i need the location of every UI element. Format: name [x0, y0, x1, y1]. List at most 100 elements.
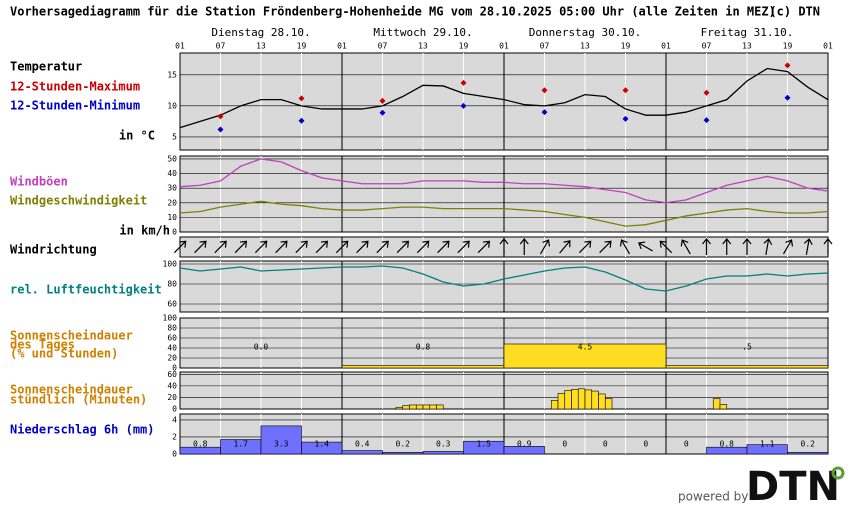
hour-label: 19	[297, 42, 307, 51]
sun-hour-bar	[429, 404, 437, 410]
min-marker	[217, 126, 224, 133]
y-tick-label: 40	[167, 344, 177, 353]
wind-arrow	[295, 240, 308, 254]
wind-arrow	[214, 240, 227, 254]
precip-label: 0.2	[396, 440, 411, 449]
day-label: Donnerstag 30.10.	[529, 26, 642, 39]
wind-arrow	[376, 240, 389, 254]
precip-bar	[422, 451, 464, 455]
wind-arrow	[275, 240, 288, 254]
sun-hour-bar	[577, 388, 586, 410]
y-tick-label: 4	[172, 415, 177, 424]
hour-label: 01	[823, 42, 833, 51]
wind-arrow	[578, 240, 592, 254]
max-marker	[622, 87, 629, 94]
wind-arrow	[763, 238, 773, 255]
y-tick-label: 60	[167, 370, 177, 379]
y-tick-label: 5	[172, 132, 177, 141]
precip-label: 3.3	[274, 440, 289, 449]
precip-label: 0.8	[720, 440, 735, 449]
sun-hour-bar	[557, 393, 566, 410]
sunh-label: Sonnenscheindauer	[10, 383, 133, 397]
y-tick-label: 20	[167, 198, 177, 207]
speed-label: Windgeschwindigkeit	[10, 194, 147, 208]
logo-dot	[831, 466, 845, 480]
wind-arrow	[659, 240, 673, 254]
sun-hour-bar	[550, 400, 559, 410]
wind-arrow	[194, 240, 207, 254]
y-tick-label: 60	[167, 300, 177, 309]
y-tick-label: 0	[172, 405, 177, 414]
wind-arrow	[680, 239, 691, 255]
hour-label: 01	[175, 42, 185, 51]
hour-label: 01	[337, 42, 347, 51]
max-marker	[379, 97, 386, 104]
min-marker	[460, 102, 467, 109]
y-tick-label: 15	[167, 70, 177, 79]
wind-arrow	[315, 240, 329, 254]
wind-arrow	[742, 238, 752, 255]
wind-arrow	[637, 241, 653, 252]
max-marker	[460, 79, 467, 86]
precip-label: 0.8	[193, 440, 208, 449]
wind-arrow	[335, 240, 349, 254]
precip-label: 0.4	[355, 440, 370, 449]
precip-label: 0.3	[436, 440, 451, 449]
copyright: (c) DTN	[769, 5, 820, 19]
wind-arrow	[396, 240, 410, 254]
min-label: 12-Stunden-Minimum	[10, 99, 140, 113]
wind-unit: in km/h	[119, 224, 170, 238]
y-tick-label: 80	[167, 280, 177, 289]
sun-hour-bar	[564, 390, 572, 410]
sun-hour-bar	[402, 405, 410, 410]
sun-day-bar	[665, 365, 829, 369]
sun-hour-bar	[395, 406, 404, 410]
wind-arrow	[477, 240, 491, 254]
wind-line	[179, 158, 829, 204]
precip-label: 0	[684, 440, 689, 449]
y-tick-label: 100	[163, 314, 178, 323]
hour-label: 13	[742, 42, 752, 51]
sun-hour-bar	[571, 389, 579, 410]
precip-label: 1.1	[760, 440, 775, 449]
y-tick-label: 50	[167, 154, 177, 163]
y-tick-label: 100	[163, 260, 178, 269]
wind-arrow	[599, 240, 612, 254]
precip-bar	[787, 451, 829, 455]
precip-label: 0	[643, 440, 648, 449]
precip-label: 0	[562, 440, 567, 449]
hour-label: 07	[540, 42, 550, 51]
precip-bar	[746, 444, 788, 455]
min-marker	[703, 117, 710, 124]
wind-arrow	[519, 238, 529, 255]
y-tick-label: 40	[167, 381, 177, 390]
wind-arrow	[559, 240, 571, 254]
sun-day-label: .5	[742, 343, 752, 352]
y-tick-label: 10	[167, 213, 177, 222]
wind-arrow	[499, 238, 509, 255]
y-tick-label: 2	[172, 432, 177, 441]
temp-unit: in °C	[119, 129, 155, 143]
precip-bar	[301, 441, 343, 455]
wind-arrow	[722, 238, 732, 255]
temp-label: Temperatur	[10, 60, 82, 74]
min-marker	[541, 109, 548, 116]
wind-arrow	[254, 240, 268, 254]
hour-label: 19	[459, 42, 469, 51]
sun-day-label: 0.0	[254, 343, 269, 352]
y-tick-label: 20	[167, 354, 177, 363]
min-marker	[784, 94, 791, 101]
sun-day-bar	[341, 365, 505, 369]
precip-bar	[341, 450, 383, 455]
sun-hour-bar	[409, 404, 417, 410]
wind-arrow	[356, 240, 369, 254]
sun-hour-bar	[584, 389, 593, 410]
max-marker	[703, 89, 710, 96]
sun-day-label: 4.5	[578, 343, 593, 352]
hour-label: 01	[499, 42, 509, 51]
hour-label: 07	[216, 42, 226, 51]
sund-label: des Tages	[10, 338, 75, 352]
sun-hour-bar	[591, 390, 599, 410]
humidity-line	[179, 265, 829, 292]
